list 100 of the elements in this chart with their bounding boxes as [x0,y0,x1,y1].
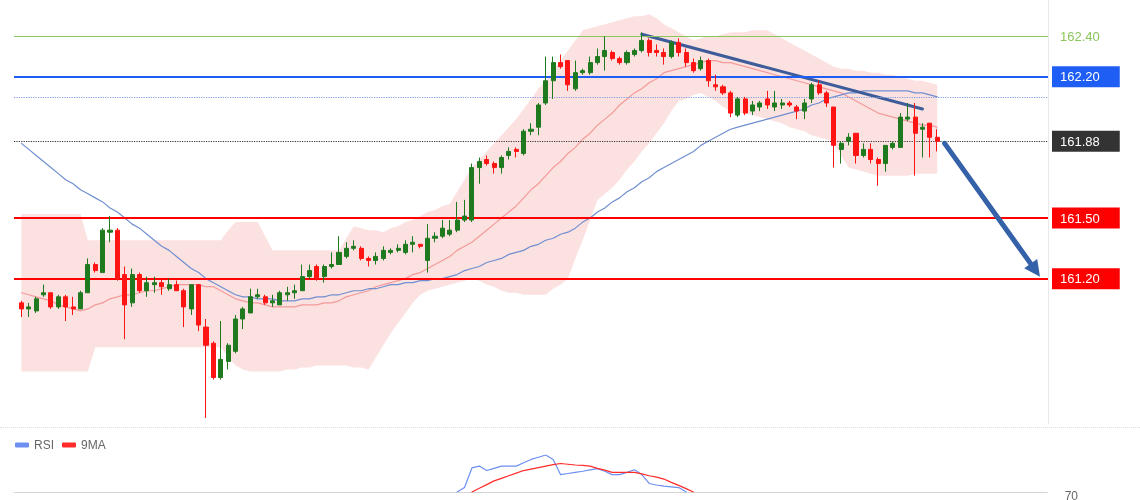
candlestick [817,80,822,96]
candlestick [366,255,371,268]
candlestick [477,156,482,185]
candlestick [521,128,526,156]
candlestick [684,47,689,68]
candlestick [469,163,474,223]
candlestick [669,39,674,60]
candlestick [846,132,851,146]
candlestick [565,60,570,92]
candlestick [551,56,556,100]
candlestick [447,219,452,237]
candlestick [602,35,607,72]
candlestick [558,54,563,70]
candlestick [255,288,260,300]
candlestick [196,284,201,332]
y-tick-label: 162.20 [1060,69,1100,85]
candlestick [159,278,164,296]
candlestick [211,340,216,381]
candlestick [203,318,209,419]
candlestick [329,251,334,270]
candlestick [71,296,76,316]
candlestick [285,286,290,302]
candlestick [617,56,622,66]
legend-label: 9MA [81,438,106,452]
candlestick [528,122,534,136]
candlestick [735,96,740,118]
candlestick [388,247,393,255]
candlestick [492,161,497,175]
candlestick [632,47,637,58]
candlestick [794,104,799,120]
candlestick [698,56,703,72]
candlestick [455,201,460,233]
candlestick [691,58,696,74]
candlestick [780,98,785,110]
candlestick [905,102,910,122]
candlestick [809,82,814,104]
candlestick [750,100,755,116]
candlestick [63,294,68,322]
candlestick [418,243,423,249]
candlestick [137,272,142,294]
candlestick [610,49,615,62]
candlestick [48,292,53,310]
candlestick [514,146,519,158]
candlestick [543,56,548,106]
candlestick [935,128,940,152]
candlestick [661,47,666,66]
candlestick [462,199,467,223]
candlestick [831,106,836,169]
line-series [20,59,938,312]
candlestick [107,215,113,243]
line-series [20,90,938,302]
candlestick [506,146,511,160]
candlestick [122,266,127,340]
candlestick [277,290,282,306]
candlestick [573,60,578,92]
candlestick [292,284,297,300]
candlestick [314,264,319,282]
candlestick [787,100,792,108]
candlestick [484,154,489,167]
candlestick [240,306,245,330]
candlestick [373,251,378,265]
candlestick [839,140,844,165]
candlestick [757,100,762,112]
candlestick [26,302,31,318]
candlestick [861,142,866,158]
candlestick [913,102,918,177]
candlestick [654,43,659,58]
candlestick [853,132,859,165]
candlestick [499,154,504,175]
candlestick [403,239,408,255]
candlestick [706,58,711,88]
candlestick [263,294,268,306]
candlestick [56,294,61,310]
candlestick [359,245,364,261]
candlestick [34,296,39,314]
candlestick [189,284,194,316]
candlestick [765,90,770,110]
candlestick [883,144,888,173]
candlestick [167,278,172,292]
candlestick [152,276,157,294]
candlestick [181,288,186,328]
candlestick [772,90,777,112]
candlestick [396,243,401,253]
candlestick [824,90,829,108]
candlestick [743,96,748,116]
candlestick [425,223,430,274]
candlestick [307,264,312,280]
candlestick [927,122,932,158]
candlestick [93,261,98,274]
candlestick [440,219,445,239]
candlestick [233,314,238,354]
candlestick [100,227,105,274]
candlestick [728,90,733,118]
candlestick [647,37,652,58]
candlestick [174,280,179,292]
candlestick [336,235,342,265]
candlestick [432,231,438,243]
y-tick-label: 161.50 [1060,210,1100,226]
candlestick [624,49,630,66]
candlestick [536,102,541,136]
